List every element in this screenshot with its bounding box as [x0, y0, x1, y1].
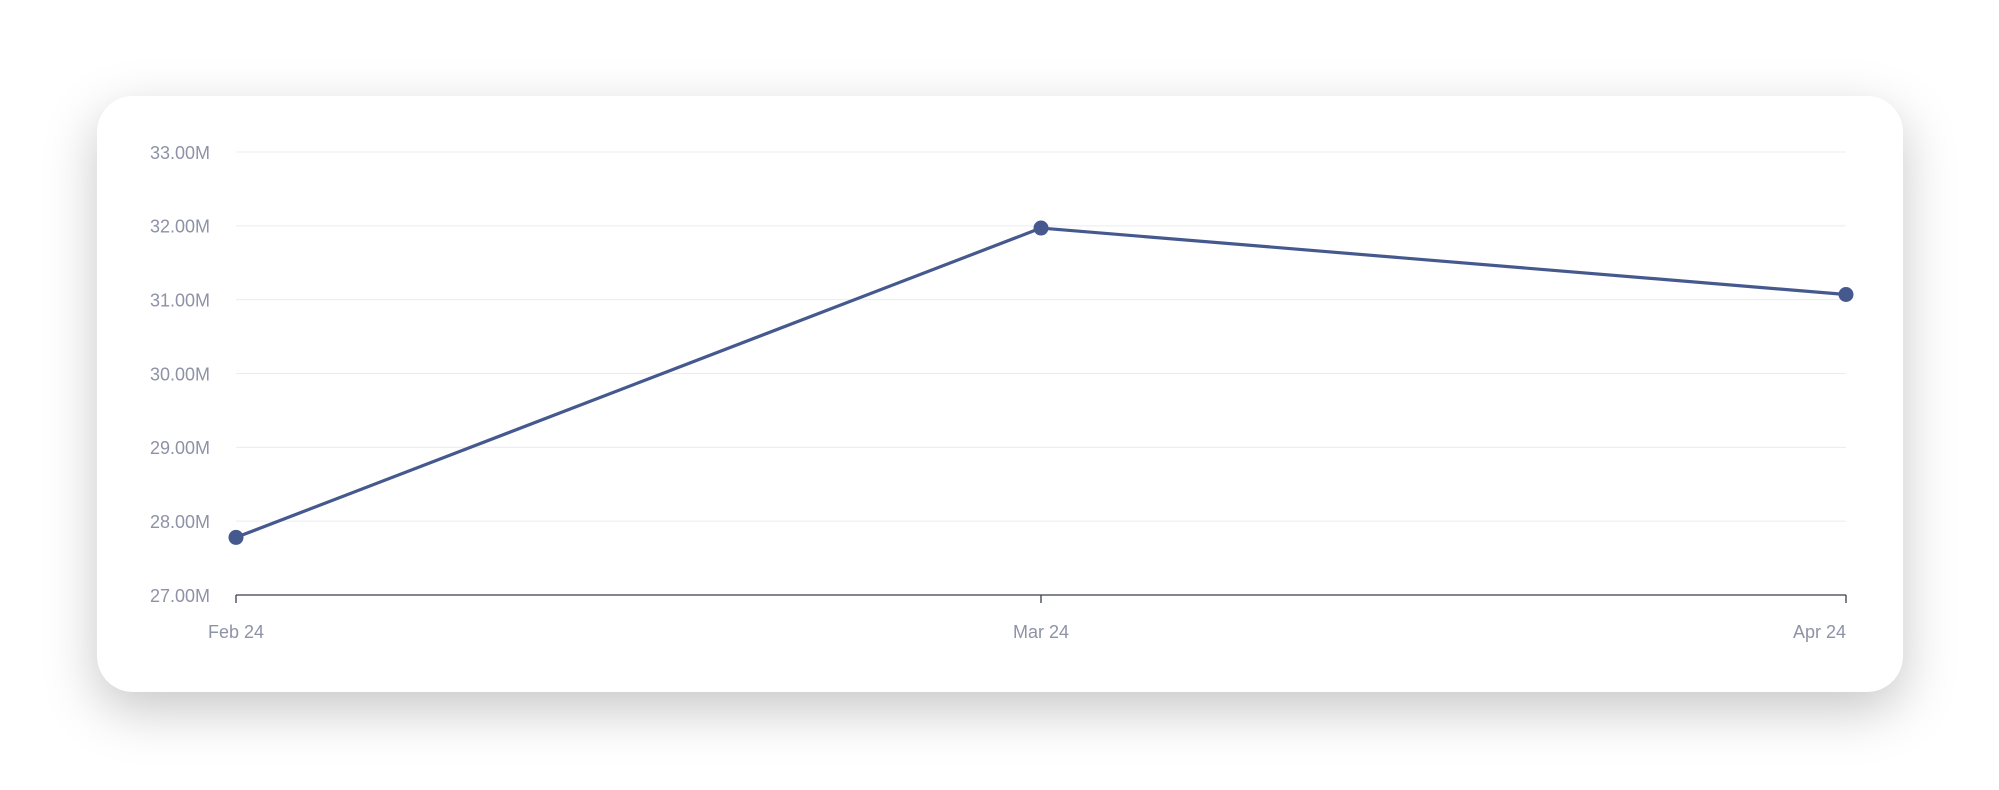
y-tick-label: 33.00M	[150, 143, 210, 163]
y-tick-label: 31.00M	[150, 290, 210, 310]
card	[97, 96, 1903, 692]
x-tick-label: Apr 24	[1793, 622, 1846, 642]
y-tick-label: 32.00M	[150, 217, 210, 237]
point	[228, 529, 244, 545]
point	[1838, 286, 1854, 302]
y-tick-label: 30.00M	[150, 364, 210, 384]
x-tick-label: Mar 24	[1013, 622, 1069, 642]
point	[1033, 220, 1049, 236]
y-tick-label: 29.00M	[150, 438, 210, 458]
x-tick-label: Feb 24	[208, 622, 264, 642]
y-tick-label: 28.00M	[150, 512, 210, 532]
y-tick-label: 27.00M	[150, 586, 210, 606]
